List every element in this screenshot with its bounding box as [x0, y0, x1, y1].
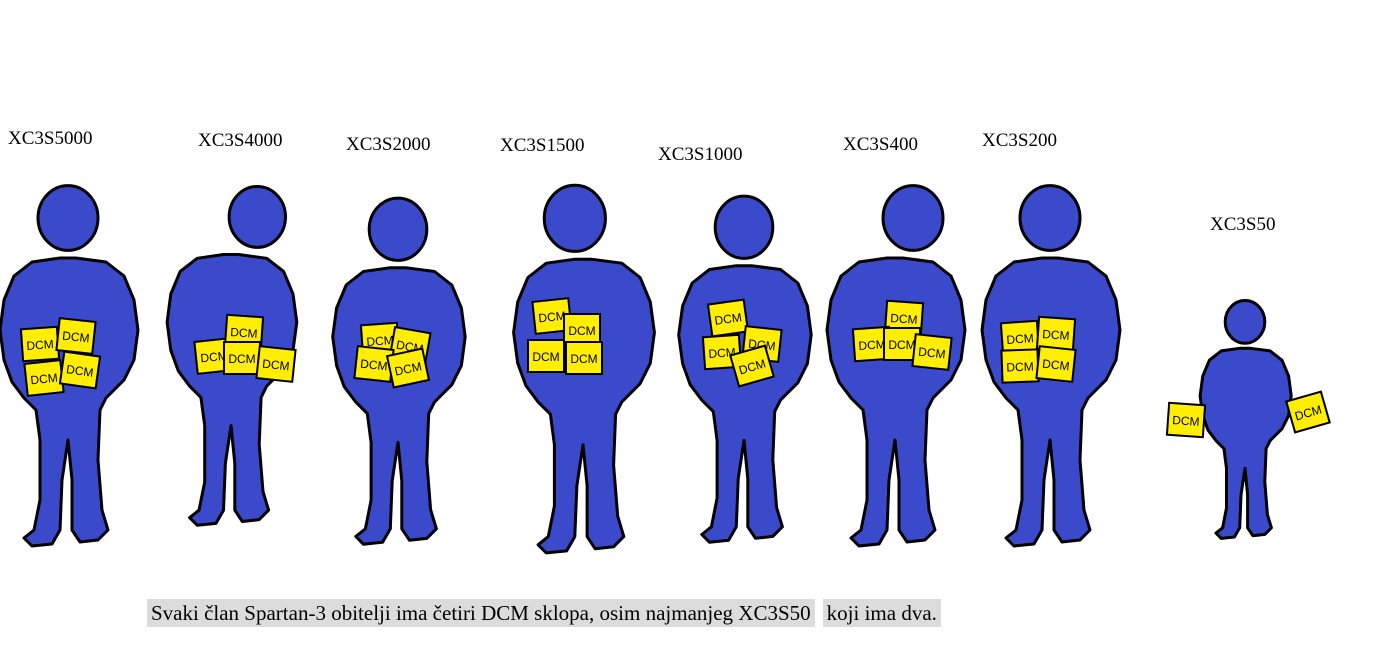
dcm-rect	[527, 339, 565, 373]
dcm-label: DCM	[360, 357, 389, 374]
dcm-label: DCM	[1172, 413, 1200, 429]
dcm-label: DCM	[1006, 360, 1034, 375]
dcm-label: DCM	[366, 333, 394, 349]
figure-label: XC3S400	[843, 134, 918, 155]
dcm-label: DCM	[1042, 327, 1070, 343]
dcm-label: DCM	[228, 352, 255, 366]
person-head	[36, 184, 100, 252]
person-body	[165, 253, 299, 527]
dcm-box: DCM	[1000, 348, 1040, 384]
figure-label: XC3S50	[1210, 214, 1276, 235]
dcm-rect	[565, 341, 603, 375]
figure-xc3s200: DCM DCM DCM DCM	[980, 184, 1122, 548]
dcm-label: DCM	[230, 325, 258, 341]
person-head	[367, 196, 429, 262]
figure-label: XC3S2000	[346, 134, 431, 155]
dcm-box: DCM	[55, 317, 97, 355]
dcm-box: DCM	[565, 341, 603, 375]
dcm-label: DCM	[714, 310, 743, 328]
dcm-label: DCM	[568, 324, 595, 338]
dcm-label: DCM	[393, 359, 423, 378]
dcm-label: DCM	[708, 345, 736, 361]
dcm-box: DCM	[729, 344, 775, 388]
person-head	[1018, 184, 1082, 252]
dcm-box: DCM	[255, 345, 297, 383]
person-body	[1198, 346, 1293, 540]
dcm-label: DCM	[570, 352, 597, 366]
person-body	[980, 256, 1122, 548]
dcm-box: DCM	[706, 298, 750, 338]
caption: Svaki član Spartan-3 obitelji ima četiri…	[147, 599, 941, 627]
dcm-rect	[706, 298, 750, 338]
dcm-rect	[729, 344, 775, 388]
dcm-box: DCM	[527, 339, 565, 373]
dcm-label: DCM	[200, 349, 229, 366]
dcm-box: DCM	[19, 325, 61, 363]
caption-part-1: Svaki član Spartan-3 obitelji ima četiri…	[147, 599, 815, 627]
figure-xc3s50: DCM DCM	[1165, 298, 1331, 540]
dcm-box: DCM	[1165, 401, 1207, 439]
dcm-label: DCM	[26, 337, 54, 353]
dcm-box: DCM	[1035, 345, 1077, 383]
dcm-label: DCM	[1006, 331, 1034, 347]
dcm-rect	[255, 345, 297, 383]
dcm-box: DCM	[223, 341, 261, 375]
figure-label: XC3S200	[982, 130, 1057, 151]
person-body	[331, 266, 467, 546]
dcm-box: DCM	[883, 299, 925, 337]
figure-label: XC3S1000	[658, 144, 743, 165]
person-body	[0, 256, 140, 548]
figure-label: XC3S5000	[8, 128, 93, 149]
dcm-box: DCM	[563, 313, 601, 347]
dcm-label: DCM	[532, 350, 559, 364]
dcm-rect	[385, 347, 431, 389]
dcm-label: DCM	[858, 337, 886, 353]
dcm-rect	[55, 317, 97, 355]
dcm-box: DCM	[23, 359, 65, 397]
dcm-label: DCM	[918, 345, 947, 362]
dcm-rect	[1165, 401, 1207, 439]
dcm-label: DCM	[62, 329, 91, 346]
dcm-rect	[223, 341, 261, 375]
dcm-label: DCM	[262, 357, 291, 374]
dcm-rect	[58, 350, 102, 390]
figure-label: XC3S1500	[500, 135, 585, 156]
person-head	[1223, 298, 1267, 345]
dcm-rect	[911, 333, 953, 371]
person-head	[881, 184, 945, 252]
dcm-box: DCM	[385, 347, 431, 389]
dcm-box: DCM	[911, 333, 953, 371]
person-head	[542, 183, 607, 253]
dcm-label: DCM	[1042, 357, 1071, 374]
dcm-box: DCM	[353, 345, 395, 383]
figure-label: XC3S4000	[198, 130, 283, 151]
dcm-label: DCM	[890, 311, 918, 327]
dcm-box: DCM	[58, 350, 102, 390]
dcm-rect	[1285, 390, 1331, 434]
person-head	[227, 184, 288, 249]
dcm-rect	[1035, 345, 1077, 383]
dcm-box: DCM	[531, 297, 573, 335]
dcm-box: DCM	[1285, 390, 1331, 434]
figure-xc3s5000: DCM DCM DCM DCM	[0, 184, 140, 548]
dcm-label: DCM	[888, 338, 915, 352]
dcm-label: DCM	[30, 371, 59, 388]
dcm-label: DCM	[65, 362, 94, 380]
dcm-label: DCM	[538, 309, 567, 326]
caption-part-2: koji ima dva.	[822, 599, 941, 627]
person-head	[713, 194, 775, 260]
